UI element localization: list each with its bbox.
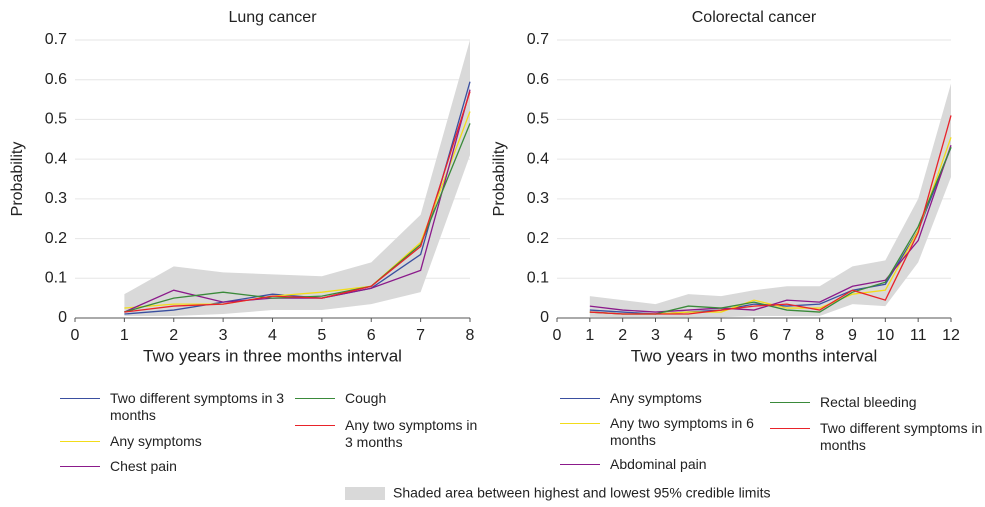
x-tick-label: 2 bbox=[618, 327, 627, 344]
legend-label: Rectal bleeding bbox=[820, 394, 917, 410]
x-tick-label: 11 bbox=[910, 327, 927, 344]
x-tick-label: 8 bbox=[815, 327, 824, 344]
y-tick-label: 0.4 bbox=[45, 150, 67, 167]
legend-label: Cough bbox=[345, 390, 387, 406]
chart-title: Colorectal cancer bbox=[692, 9, 817, 26]
y-tick-label: 0.4 bbox=[527, 150, 549, 167]
legend-label: Any two symptoms in 3 months bbox=[345, 417, 478, 450]
legend-swatch bbox=[295, 398, 335, 399]
x-tick-label: 6 bbox=[367, 327, 376, 344]
y-tick-label: 0.7 bbox=[45, 31, 67, 48]
legend-swatch bbox=[560, 464, 600, 465]
y-tick-label: 0.3 bbox=[45, 190, 67, 207]
x-tick-label: 6 bbox=[750, 327, 759, 344]
x-axis-label: Two years in two months interval bbox=[631, 346, 878, 365]
x-tick-label: 4 bbox=[268, 327, 277, 344]
y-axis-label: Probability bbox=[9, 142, 26, 217]
legend-swatch bbox=[560, 398, 600, 399]
x-tick-label: 7 bbox=[416, 327, 425, 344]
y-tick-label: 0.5 bbox=[45, 111, 67, 128]
y-tick-label: 0.2 bbox=[527, 230, 549, 247]
legend-swatch bbox=[60, 441, 100, 442]
legend-label: Chest pain bbox=[110, 458, 177, 474]
footnote: Shaded area between highest and lowest 9… bbox=[393, 485, 770, 501]
y-tick-label: 0 bbox=[58, 309, 67, 326]
x-tick-label: 5 bbox=[317, 327, 326, 344]
credible-band bbox=[589, 83, 951, 318]
y-tick-label: 0.1 bbox=[527, 270, 549, 287]
series-line bbox=[124, 91, 471, 313]
x-axis-label: Two years in three months interval bbox=[143, 346, 402, 365]
series-line bbox=[589, 115, 952, 315]
x-tick-label: 0 bbox=[71, 327, 80, 344]
chart-title: Lung cancer bbox=[228, 9, 317, 26]
footnote-swatch bbox=[345, 487, 385, 500]
y-tick-label: 0 bbox=[540, 309, 549, 326]
y-tick-label: 0.7 bbox=[527, 31, 549, 48]
x-tick-label: 4 bbox=[684, 327, 693, 344]
x-tick-label: 3 bbox=[219, 327, 228, 344]
legend-swatch bbox=[60, 466, 100, 467]
legend-label: Any two symptoms in 6 months bbox=[610, 415, 754, 448]
x-tick-label: 10 bbox=[876, 327, 894, 344]
legend-label: Two different symptoms in 6 months bbox=[820, 420, 985, 453]
legend-label: Abdominal pain bbox=[610, 456, 707, 472]
x-tick-label: 5 bbox=[717, 327, 726, 344]
y-tick-label: 0.5 bbox=[527, 111, 549, 128]
y-axis-label: Probability bbox=[491, 142, 508, 217]
series-line bbox=[124, 89, 471, 313]
legend-swatch bbox=[295, 425, 335, 426]
x-tick-label: 8 bbox=[466, 327, 475, 344]
series-line bbox=[124, 81, 471, 315]
x-tick-label: 12 bbox=[942, 327, 960, 344]
y-tick-label: 0.1 bbox=[45, 270, 67, 287]
legend-swatch bbox=[60, 398, 100, 399]
legend-label: Two different symptoms in 3 months bbox=[110, 390, 285, 423]
y-tick-label: 0.2 bbox=[45, 230, 67, 247]
y-tick-label: 0.6 bbox=[527, 71, 549, 88]
credible-band bbox=[124, 40, 470, 317]
x-tick-label: 3 bbox=[651, 327, 660, 344]
legend-label: Any symptoms bbox=[610, 390, 702, 406]
x-tick-label: 0 bbox=[553, 327, 562, 344]
legend-swatch bbox=[560, 423, 600, 424]
x-tick-label: 1 bbox=[120, 327, 129, 344]
legend-swatch bbox=[770, 428, 810, 429]
y-tick-label: 0.6 bbox=[45, 71, 67, 88]
legend-label: Any symptoms bbox=[110, 433, 202, 449]
x-tick-label: 2 bbox=[169, 327, 178, 344]
x-tick-label: 7 bbox=[782, 327, 791, 344]
y-tick-label: 0.3 bbox=[527, 190, 549, 207]
series-line bbox=[124, 111, 471, 309]
x-tick-label: 9 bbox=[848, 327, 857, 344]
x-tick-label: 1 bbox=[585, 327, 594, 344]
legend-swatch bbox=[770, 402, 810, 403]
